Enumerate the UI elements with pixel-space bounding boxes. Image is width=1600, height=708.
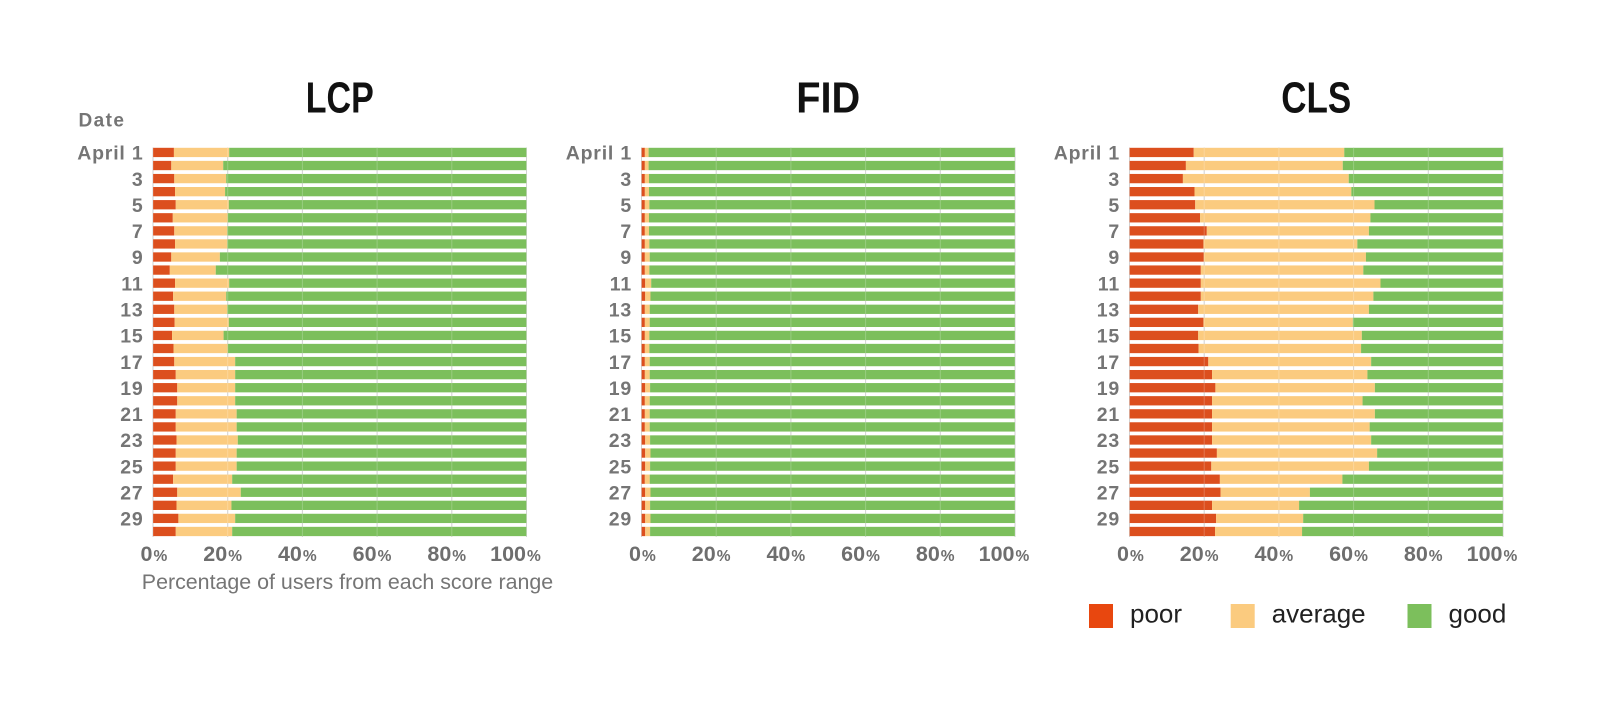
svg-text:0: 0 (141, 542, 153, 566)
svg-text:17: 17 (120, 352, 143, 374)
svg-text:100: 100 (979, 542, 1015, 566)
svg-text:Date: Date (79, 111, 126, 132)
svg-text:80: 80 (1404, 542, 1428, 566)
svg-text:60: 60 (841, 542, 865, 566)
svg-text:20: 20 (692, 542, 716, 566)
svg-text:100: 100 (1467, 542, 1503, 566)
svg-text:April 1: April 1 (566, 143, 632, 165)
svg-text:60: 60 (353, 542, 377, 566)
svg-text:40: 40 (766, 542, 790, 566)
svg-text:13: 13 (1097, 299, 1120, 321)
svg-text:%: % (642, 548, 656, 565)
svg-text:17: 17 (1097, 352, 1120, 374)
svg-text:LCP: LCP (306, 74, 374, 123)
svg-text:%: % (791, 548, 805, 565)
svg-text:CLS: CLS (1281, 74, 1351, 123)
svg-text:19: 19 (609, 378, 632, 400)
svg-text:27: 27 (120, 482, 143, 504)
svg-text:%: % (527, 548, 541, 565)
svg-text:25: 25 (1097, 456, 1120, 478)
svg-text:21: 21 (609, 404, 632, 426)
svg-text:5: 5 (1108, 195, 1120, 217)
svg-text:5: 5 (620, 195, 632, 217)
svg-text:3: 3 (1108, 169, 1120, 191)
svg-text:%: % (1504, 548, 1518, 565)
svg-text:%: % (1354, 548, 1368, 565)
svg-text:%: % (1429, 548, 1443, 565)
svg-text:0: 0 (1117, 542, 1129, 566)
svg-text:%: % (1279, 548, 1293, 565)
svg-text:13: 13 (609, 299, 632, 321)
svg-text:poor: poor (1130, 598, 1182, 628)
svg-text:%: % (228, 548, 242, 565)
svg-text:27: 27 (609, 482, 632, 504)
svg-text:21: 21 (120, 404, 143, 426)
svg-text:20: 20 (1180, 542, 1204, 566)
svg-text:19: 19 (120, 378, 143, 400)
svg-text:%: % (1205, 548, 1219, 565)
svg-text:9: 9 (132, 247, 144, 269)
svg-text:0: 0 (629, 542, 641, 566)
svg-text:good: good (1449, 598, 1507, 628)
svg-text:%: % (717, 548, 731, 565)
svg-text:April 1: April 1 (77, 143, 143, 165)
svg-text:Percentage of users from each: Percentage of users from each score rang… (142, 570, 553, 594)
svg-text:15: 15 (1097, 326, 1120, 348)
svg-text:%: % (452, 548, 466, 565)
svg-text:11: 11 (610, 273, 632, 295)
svg-text:%: % (941, 548, 955, 565)
svg-text:23: 23 (1097, 430, 1120, 452)
svg-text:80: 80 (427, 542, 451, 566)
svg-text:40: 40 (278, 542, 302, 566)
svg-text:%: % (154, 548, 168, 565)
svg-text:23: 23 (120, 430, 143, 452)
svg-text:7: 7 (620, 221, 632, 243)
svg-text:20: 20 (203, 542, 227, 566)
svg-text:5: 5 (132, 195, 144, 217)
svg-text:7: 7 (132, 221, 144, 243)
svg-text:%: % (866, 548, 880, 565)
svg-text:29: 29 (609, 509, 632, 531)
svg-text:3: 3 (620, 169, 632, 191)
svg-text:13: 13 (120, 299, 143, 321)
svg-text:21: 21 (1097, 404, 1120, 426)
svg-text:80: 80 (916, 542, 940, 566)
svg-text:15: 15 (120, 326, 143, 348)
svg-text:average: average (1272, 598, 1366, 628)
svg-text:25: 25 (120, 456, 143, 478)
svg-text:9: 9 (620, 247, 632, 269)
svg-text:100: 100 (490, 542, 526, 566)
svg-text:9: 9 (1108, 247, 1120, 269)
svg-text:15: 15 (609, 326, 632, 348)
svg-text:29: 29 (120, 509, 143, 531)
svg-text:3: 3 (132, 169, 144, 191)
svg-text:11: 11 (1098, 273, 1120, 295)
svg-text:%: % (378, 548, 392, 565)
svg-text:29: 29 (1097, 509, 1120, 531)
svg-text:19: 19 (1097, 378, 1120, 400)
svg-text:25: 25 (609, 456, 632, 478)
svg-text:23: 23 (609, 430, 632, 452)
svg-text:7: 7 (1108, 221, 1120, 243)
svg-text:April 1: April 1 (1054, 143, 1120, 165)
svg-text:FID: FID (796, 74, 860, 123)
svg-text:60: 60 (1329, 542, 1353, 566)
svg-text:%: % (1016, 548, 1030, 565)
svg-text:27: 27 (1097, 482, 1120, 504)
svg-text:40: 40 (1254, 542, 1278, 566)
svg-text:%: % (303, 548, 317, 565)
svg-text:11: 11 (121, 273, 143, 295)
svg-text:%: % (1130, 548, 1144, 565)
svg-text:17: 17 (609, 352, 632, 374)
